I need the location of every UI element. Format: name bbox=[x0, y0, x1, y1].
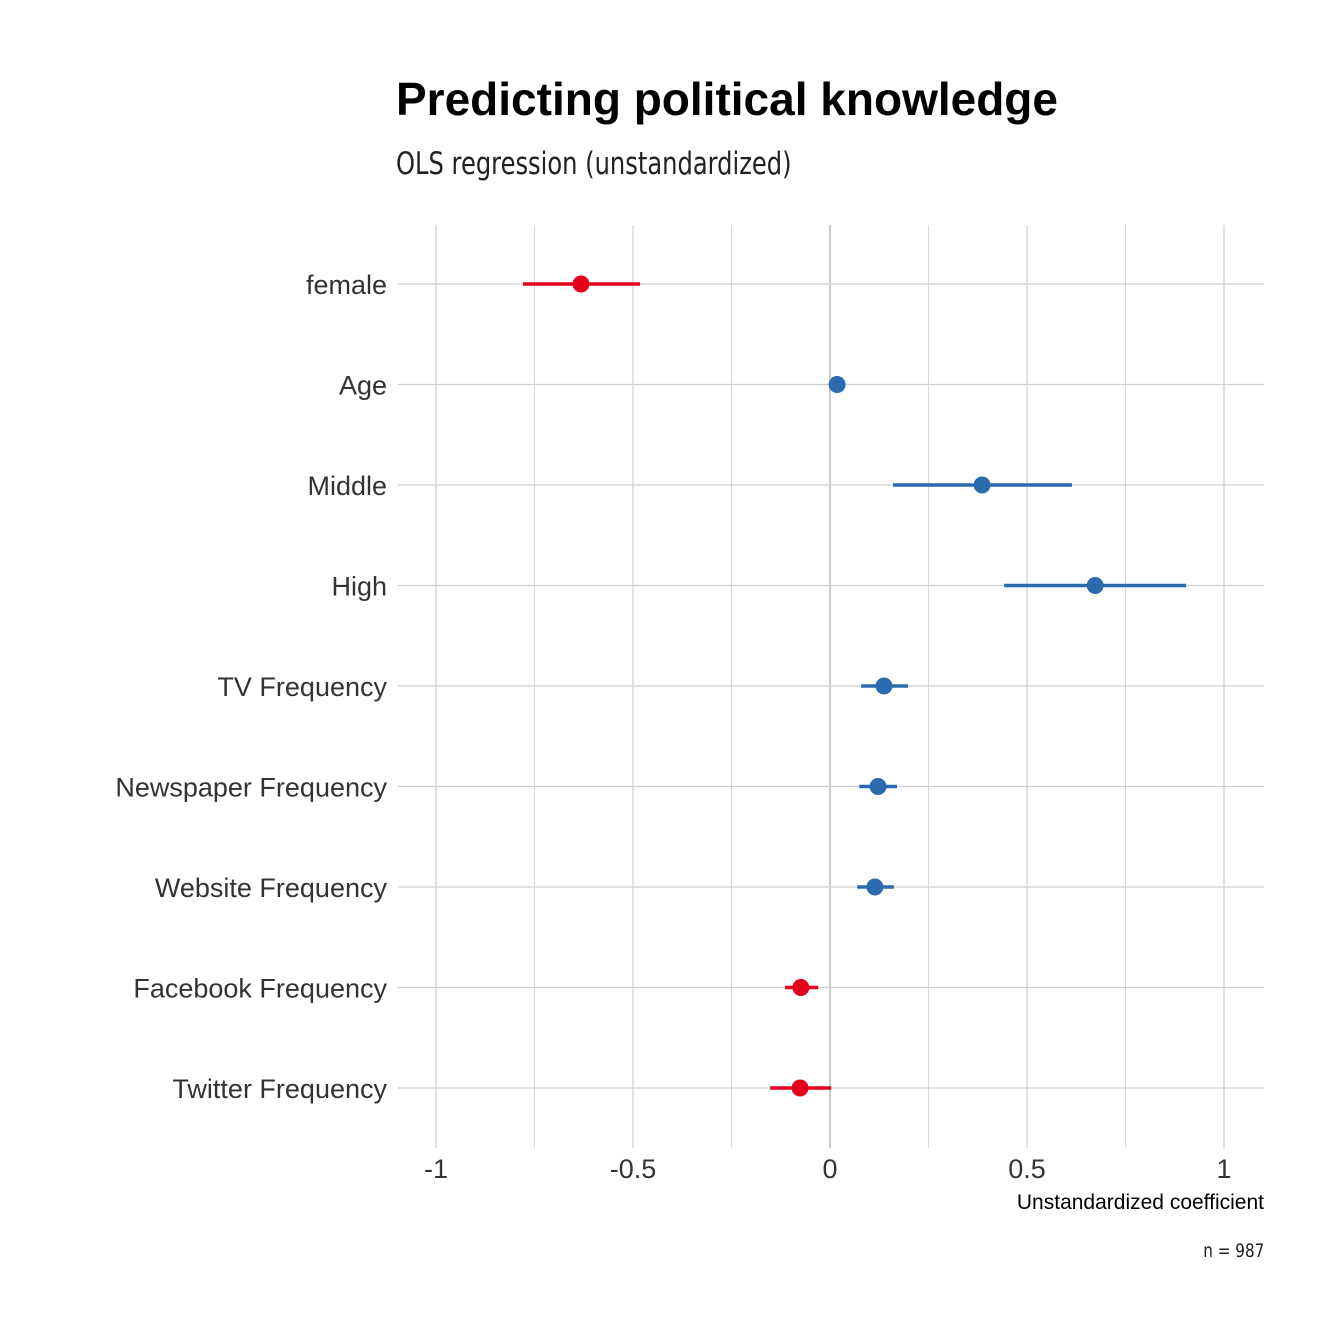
caption: n = 987 bbox=[1202, 1240, 1264, 1262]
x-tick-label: -0.5 bbox=[610, 1154, 657, 1184]
x-tick-label: -1 bbox=[424, 1154, 448, 1184]
y-tick-label: Age bbox=[339, 371, 387, 401]
estimate-point bbox=[973, 476, 991, 494]
y-tick-label: Twitter Frequency bbox=[172, 1074, 387, 1104]
estimate-point bbox=[1086, 577, 1104, 594]
estimate-point bbox=[875, 677, 893, 695]
x-tick-label: 1 bbox=[1216, 1154, 1231, 1184]
estimate-point bbox=[792, 979, 810, 996]
estimate-point bbox=[866, 878, 884, 896]
y-tick-label: Website Frequency bbox=[155, 873, 388, 903]
y-tick-label: Facebook Frequency bbox=[133, 974, 387, 1004]
y-tick-label: Middle bbox=[307, 471, 387, 501]
x-axis-label: Unstandardized coefficient bbox=[1016, 1191, 1264, 1214]
x-tick-label: 0.5 bbox=[1008, 1154, 1046, 1184]
estimate-point bbox=[791, 1079, 809, 1097]
chart-title: Predicting political knowledge bbox=[396, 73, 1058, 125]
estimate-point bbox=[869, 778, 887, 795]
x-tick-label: 0 bbox=[822, 1154, 837, 1184]
y-tick-label: female bbox=[306, 270, 387, 300]
estimate-point bbox=[828, 376, 846, 393]
y-tick-label: High bbox=[331, 572, 387, 602]
y-tick-label: TV Frequency bbox=[217, 672, 387, 702]
estimate-point bbox=[572, 275, 590, 293]
y-tick-label: Newspaper Frequency bbox=[115, 773, 387, 803]
chart-subtitle: OLS regression (unstandardized) bbox=[396, 146, 792, 182]
